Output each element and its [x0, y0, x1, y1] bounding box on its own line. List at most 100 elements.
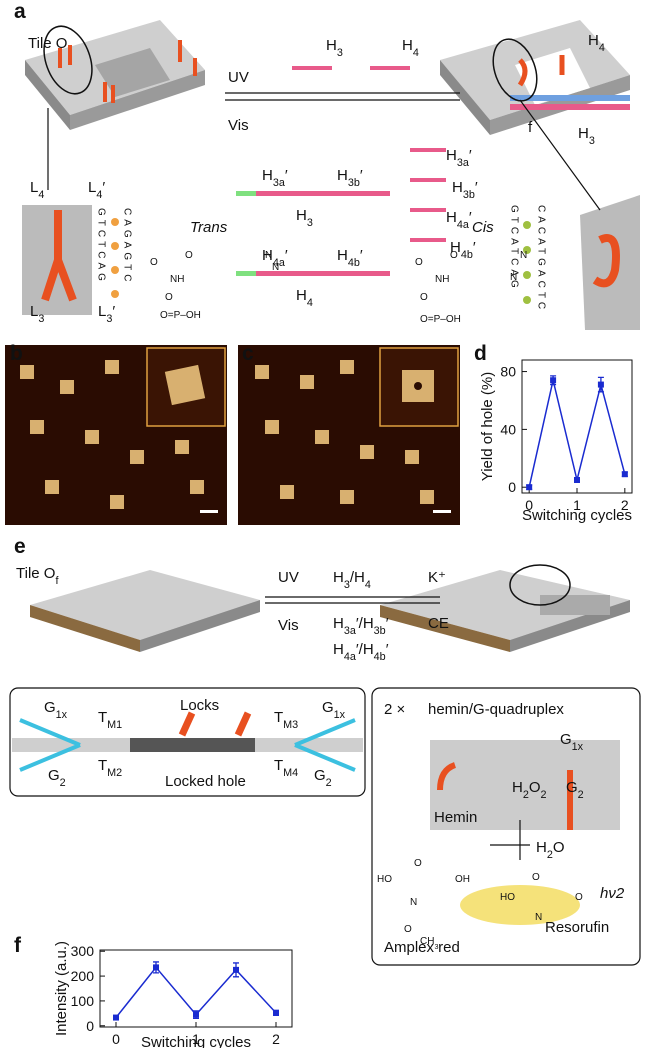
- label-sub: M4: [283, 767, 298, 779]
- label-part: H: [333, 641, 344, 658]
- label-sub: 2: [541, 789, 547, 801]
- label: G1x: [322, 699, 346, 721]
- label: hν2: [600, 885, 625, 902]
- panel-label: c: [242, 342, 254, 365]
- label-sub: 4b: [348, 257, 360, 269]
- label: H3/H4: [333, 569, 371, 591]
- label: L4: [30, 179, 44, 201]
- chem-atom: NH: [170, 274, 184, 285]
- label: CE: [428, 615, 449, 632]
- label-part: Trans: [190, 219, 228, 236]
- y-tick-label: 0: [86, 1018, 94, 1034]
- chem-atom: N: [272, 262, 279, 273]
- chem-atom-part: CH: [420, 936, 434, 947]
- plot-frame: [522, 360, 632, 493]
- label-part: Resorufin: [545, 919, 609, 936]
- label-part: /H: [350, 569, 365, 586]
- label-part: Hemin: [434, 809, 477, 826]
- data-point: [113, 1015, 119, 1021]
- chem-atom: O=P–OH: [420, 314, 461, 325]
- y-tick-label: 80: [500, 364, 516, 380]
- label-sub: 4: [365, 579, 371, 591]
- label-sub: 3: [589, 135, 595, 147]
- chem-atom: N: [265, 250, 272, 261]
- label-sub: 4: [38, 189, 44, 201]
- chem-atom: N: [535, 912, 542, 923]
- label-sub: 2: [60, 777, 66, 789]
- label-sub: 1x: [572, 741, 584, 753]
- chem-atom: O: [415, 257, 423, 268]
- label: H2O: [536, 839, 565, 861]
- label-part: L: [30, 179, 38, 196]
- label-part: CE: [428, 615, 449, 632]
- label-part: H: [536, 839, 547, 856]
- label-sub: 4: [599, 42, 605, 54]
- label-part: ′: [386, 641, 389, 658]
- label-sub: 4a: [457, 219, 469, 231]
- label: 2 ×: [384, 701, 405, 718]
- label: K⁺: [428, 569, 446, 586]
- diagram-a: [22, 20, 640, 330]
- x-axis-label: Switching cycles: [522, 507, 632, 524]
- y-axis-label: Intensity (a.u.): [53, 941, 70, 1036]
- chem-atom: O: [414, 858, 422, 869]
- label-part: H: [337, 167, 348, 184]
- label-part: H: [333, 615, 344, 632]
- label-part: H: [402, 37, 413, 54]
- chem-atom-part: O: [404, 924, 412, 935]
- label-part: Tile O: [28, 35, 67, 52]
- label-part: T: [274, 709, 283, 726]
- chem-atom: OH: [455, 874, 470, 885]
- label-sub: 2: [326, 777, 332, 789]
- label-sub: 4: [413, 47, 419, 59]
- page: abcdefTile OUVVisH3H4H4H3fH3a′H3b′H3H4a′…: [0, 0, 645, 1053]
- label-part: L: [98, 303, 106, 320]
- label-part: Tile O: [16, 565, 55, 582]
- label: Trans: [190, 219, 228, 236]
- label: Vis: [228, 117, 249, 134]
- label-sub: 3a: [457, 157, 469, 169]
- label-part: T: [274, 757, 283, 774]
- label: Cis: [472, 219, 494, 236]
- label: H4a′: [446, 209, 472, 231]
- label: H4a′/H4b′: [333, 641, 389, 663]
- y-tick-label: 40: [500, 421, 516, 437]
- panel-label: e: [14, 535, 26, 558]
- label: H4b′: [337, 247, 363, 269]
- chem-atom: N: [410, 897, 417, 908]
- panel-label: f: [14, 934, 22, 957]
- label-part: ′: [475, 179, 478, 196]
- label: H3: [326, 37, 343, 59]
- label-part: H: [262, 167, 273, 184]
- y-axis-label: Yield of hole (%): [479, 372, 496, 482]
- label-part: ′: [102, 179, 105, 196]
- label-part: H: [337, 247, 348, 264]
- chem-atom-part: NH: [435, 274, 449, 285]
- label: H4: [402, 37, 419, 59]
- label-part: L: [88, 179, 96, 196]
- label-part: ′: [360, 167, 363, 184]
- label-part: H: [452, 179, 463, 196]
- chem-atom-part: HO: [377, 874, 392, 885]
- label: UV: [278, 569, 299, 586]
- label-part: G: [560, 731, 572, 748]
- panel-label: b: [10, 342, 23, 365]
- data-point: [574, 477, 580, 483]
- data-point: [273, 1010, 279, 1016]
- chem-atom-part: HO: [500, 892, 515, 903]
- data-line: [116, 967, 276, 1017]
- label-part: 2 ×: [384, 701, 405, 718]
- chem-atom: HO: [377, 874, 392, 885]
- label-part: G: [566, 779, 578, 796]
- chem-atom-part: O: [414, 858, 422, 869]
- label: L3′: [98, 303, 115, 325]
- label-part: UV: [228, 69, 249, 86]
- sequence: GTCTCAG: [96, 208, 107, 285]
- label-part: Vis: [278, 617, 299, 634]
- label-part: G: [48, 767, 60, 784]
- label-part: H: [333, 569, 344, 586]
- data-point: [598, 382, 604, 388]
- label-sub: M2: [107, 767, 122, 779]
- data-point: [622, 471, 628, 477]
- label-sub: 3b: [463, 189, 475, 201]
